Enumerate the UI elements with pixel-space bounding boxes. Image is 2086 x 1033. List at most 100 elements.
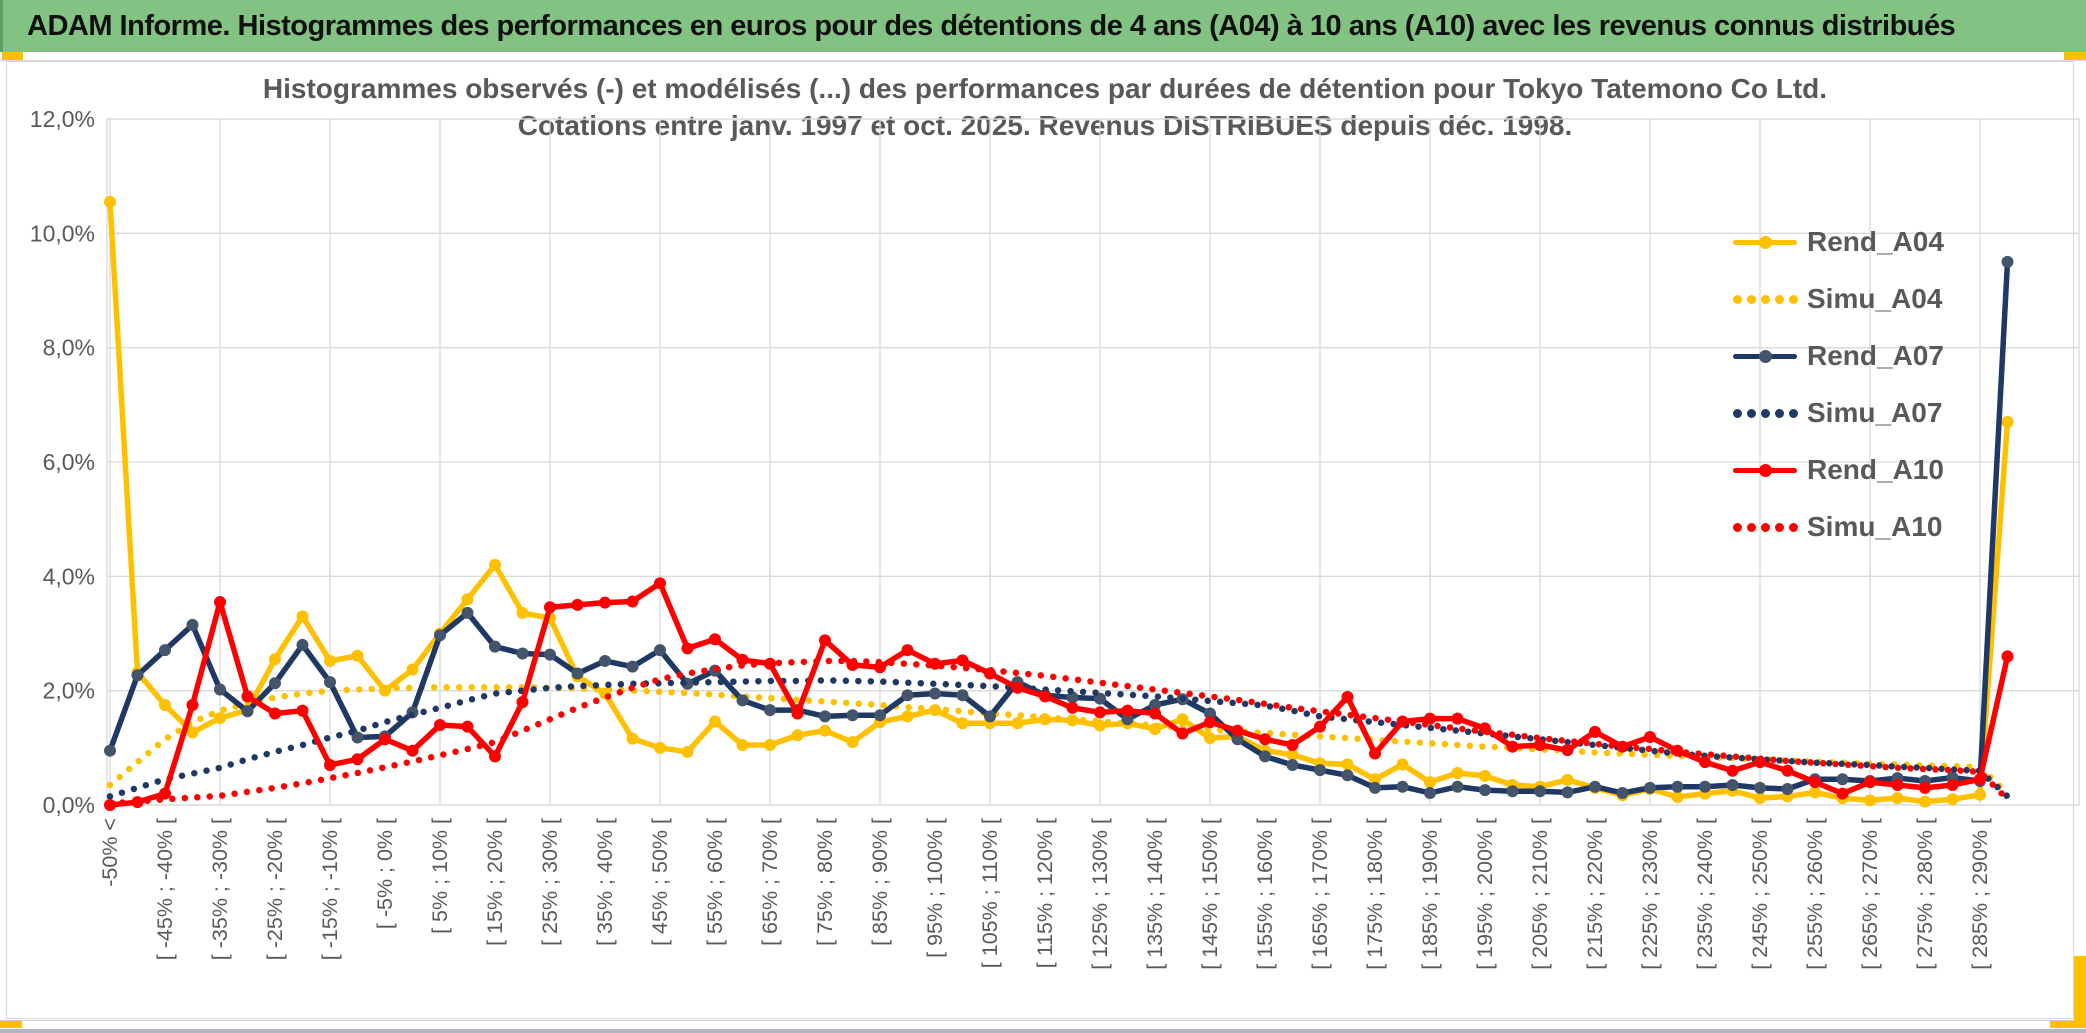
x-axis-label: [ 75% ; 80% [ (813, 818, 837, 946)
marker-Rend_A04 (489, 558, 501, 571)
y-axis-label: 4,0% (43, 563, 95, 589)
marker-Rend_A10 (489, 750, 501, 763)
x-axis-label: [ 285% ; 290% [ (1968, 818, 1992, 970)
marker-Rend_A10 (709, 633, 721, 646)
marker-Rend_A10 (1699, 756, 1711, 769)
marker-Rend_A04 (819, 724, 831, 737)
chart-legend: Rend_A04 Simu_A04 Rend_A07 Simu_A07 Rend_A10… (1733, 213, 1944, 555)
marker-Rend_A07 (764, 704, 776, 717)
marker-Rend_A04 (736, 738, 749, 751)
x-axis-label: [ 125% ; 130% [ (1088, 818, 1112, 970)
marker-Rend_A10 (1919, 781, 1931, 794)
series-Rend_A07[interactable] (107, 259, 2011, 796)
marker-Rend_A07 (186, 618, 199, 631)
marker-Rend_A07 (2001, 255, 2014, 268)
marker-Rend_A04 (681, 745, 694, 758)
marker-Rend_A07 (214, 683, 226, 696)
x-axis-label: [ 15% ; 20% [ (483, 818, 507, 946)
marker-Rend_A04 (296, 610, 309, 623)
legend-item-Rend_A10[interactable]: Rend_A10 (1733, 441, 1944, 498)
marker-Rend_A10 (296, 704, 309, 717)
marker-Rend_A04 (2001, 415, 2014, 428)
series-Rend_A10[interactable] (107, 580, 2011, 808)
gold-accent-bottom-left (0, 1021, 22, 1028)
marker-Rend_A04 (1919, 795, 1931, 808)
marker-Rend_A07 (296, 638, 309, 651)
marker-Rend_A10 (599, 596, 611, 609)
marker-Rend_A07 (1754, 781, 1766, 794)
legend-dotted-swatch (1733, 406, 1798, 420)
x-axis-label: [ -45% ; -40% [ (153, 818, 177, 960)
marker-Rend_A04 (846, 736, 859, 749)
marker-Rend_A04 (1754, 792, 1766, 805)
marker-Rend_A10 (1286, 738, 1299, 751)
marker-Rend_A04 (1561, 773, 1574, 786)
marker-Rend_A10 (1506, 740, 1519, 753)
x-axis-label: [ 145% ; 150% [ (1198, 818, 1222, 970)
marker-Rend_A07 (1341, 769, 1354, 782)
x-axis-label: [ -35% ; -30% [ (208, 818, 232, 960)
x-axis-label: [ 175% ; 180% [ (1363, 818, 1387, 970)
x-axis-label: [ 155% ; 160% [ (1253, 818, 1277, 970)
marker-Rend_A07 (1781, 782, 1794, 795)
marker-Rend_A10 (214, 596, 226, 609)
marker-Rend_A07 (516, 647, 529, 660)
legend-label: Simu_A07 (1807, 396, 1943, 428)
marker-Rend_A10 (1589, 725, 1601, 738)
legend-item-Simu_A04[interactable]: Simu_A04 (1733, 270, 1944, 327)
marker-Rend_A04 (956, 717, 969, 730)
marker-Rend_A07 (1534, 785, 1546, 798)
x-axis-label: [ 225% ; 230% [ (1638, 818, 1662, 970)
marker-Rend_A10 (186, 698, 199, 711)
legend-item-Simu_A10[interactable]: Simu_A10 (1733, 498, 1944, 555)
marker-Rend_A07 (984, 710, 996, 723)
marker-Rend_A07 (1369, 781, 1381, 794)
marker-Rend_A07 (819, 710, 831, 723)
marker-Rend_A10 (1204, 716, 1216, 729)
legend-item-Simu_A07[interactable]: Simu_A07 (1733, 384, 1944, 441)
marker-Rend_A07 (1286, 758, 1299, 771)
marker-Rend_A10 (571, 598, 584, 611)
gold-accent-right-bar (2074, 956, 2086, 1022)
marker-Rend_A10 (516, 696, 529, 709)
legend-dotted-swatch (1733, 520, 1798, 534)
marker-Rend_A07 (1506, 785, 1519, 798)
marker-Rend_A04 (1479, 769, 1491, 782)
marker-Rend_A10 (406, 744, 419, 757)
marker-Rend_A04 (324, 654, 336, 667)
series-Simu_A04[interactable] (106, 683, 2011, 797)
x-axis-label: [ 235% ; 240% [ (1693, 818, 1717, 970)
x-axis-label: [ 135% ; 140% [ (1143, 818, 1167, 970)
x-axis-label: [ 255% ; 260% [ (1803, 818, 1827, 970)
y-axis-label: 12,0% (30, 106, 95, 132)
marker-Rend_A10 (269, 707, 281, 720)
marker-Rend_A07 (1699, 780, 1711, 793)
chart-title-line1: Histogrammes observés (-) et modélisés (… (262, 73, 1828, 104)
legend-label: Rend_A04 (1807, 225, 1944, 257)
marker-Rend_A07 (736, 694, 749, 707)
header-divider (0, 52, 2086, 61)
marker-Rend_A10 (929, 657, 941, 670)
marker-Rend_A07 (599, 654, 611, 667)
marker-Rend_A10 (1836, 787, 1849, 800)
marker-Rend_A07 (1589, 780, 1601, 793)
marker-Rend_A07 (1204, 707, 1216, 720)
marker-Rend_A04 (1396, 758, 1409, 771)
marker-Rend_A07 (461, 606, 474, 619)
legend-item-Rend_A04[interactable]: Rend_A04 (1733, 213, 1944, 270)
chart-title: Histogrammes observés (-) et modélisés (… (120, 70, 1970, 144)
marker-Rend_A04 (626, 732, 639, 745)
marker-Rend_A10 (1149, 707, 1161, 720)
series-Rend_A04[interactable] (107, 199, 2011, 805)
gold-accent-bottom-right (2050, 1021, 2086, 1028)
x-axis-label: [ 215% ; 220% [ (1583, 818, 1607, 970)
marker-Rend_A04 (1864, 794, 1876, 807)
marker-Rend_A04 (709, 715, 721, 728)
window-bottom-edge (0, 1029, 2086, 1033)
marker-Rend_A04 (1286, 748, 1299, 761)
legend-item-Rend_A07[interactable]: Rend_A07 (1733, 327, 1944, 384)
marker-Rend_A07 (626, 660, 639, 673)
marker-Rend_A07 (846, 709, 859, 722)
marker-Rend_A07 (1451, 780, 1464, 793)
x-axis-label: [ 25% ; 30% [ (538, 818, 562, 946)
